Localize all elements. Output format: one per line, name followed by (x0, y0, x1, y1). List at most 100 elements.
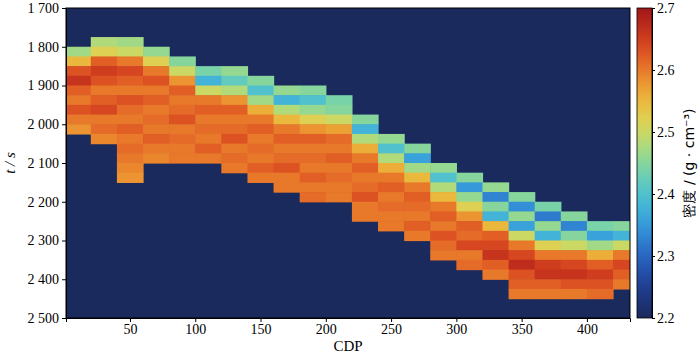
cell (352, 115, 379, 125)
cell (274, 86, 301, 96)
cell (326, 115, 353, 125)
cell (221, 86, 248, 96)
cell (404, 211, 431, 221)
cell (482, 202, 509, 212)
cell (143, 56, 170, 66)
colorbar (637, 8, 652, 318)
y-tick-mark (62, 279, 66, 280)
cell (456, 211, 483, 221)
cell (509, 289, 536, 299)
cell (169, 95, 196, 105)
cell (66, 66, 91, 76)
cell (430, 231, 457, 241)
cell (274, 105, 301, 115)
y-tick: 2 500 (28, 311, 67, 326)
cell (143, 47, 170, 57)
cell (352, 192, 379, 202)
cell (352, 202, 379, 212)
cell (274, 124, 301, 134)
cell (482, 182, 509, 192)
cell (326, 144, 353, 154)
cell (274, 173, 301, 183)
cell (378, 182, 405, 192)
cell (221, 105, 248, 115)
cell (195, 144, 222, 154)
cell (378, 192, 405, 202)
colorbar-tick: 2.7 (652, 1, 675, 16)
plot-background (66, 8, 630, 318)
y-tick-label: 2 300 (28, 233, 60, 248)
x-tick: 100 (185, 318, 206, 337)
cell (613, 270, 630, 280)
cell (274, 144, 301, 154)
cell (221, 163, 248, 173)
y-tick-mark (62, 47, 66, 48)
cell (378, 144, 405, 154)
cell (613, 241, 630, 251)
cell (352, 144, 379, 154)
cell (430, 173, 457, 183)
cell (143, 124, 170, 134)
colorbar-tick: 2.4 (652, 187, 675, 202)
cell (456, 202, 483, 212)
y-tick-label: 1 800 (28, 40, 60, 55)
cell (404, 153, 431, 163)
cell (535, 211, 562, 221)
y-axis-line (62, 9, 67, 319)
cell (66, 47, 91, 57)
cell (352, 124, 379, 134)
cell (352, 153, 379, 163)
cell (482, 260, 509, 270)
cell (143, 86, 170, 96)
cell (143, 76, 170, 86)
cell (587, 241, 614, 251)
cell (66, 115, 91, 125)
colorbar-tick-mark (652, 8, 655, 9)
cell (117, 47, 144, 57)
cell (352, 182, 379, 192)
x-tick: 150 (251, 318, 272, 337)
y-tick-mark (62, 124, 66, 125)
cell (404, 163, 431, 173)
cell (404, 173, 431, 183)
cell (404, 202, 431, 212)
cell (66, 124, 91, 134)
cell (561, 279, 588, 289)
y-axis: 1 7001 8001 9002 0002 1002 2002 3002 400… (28, 1, 67, 326)
cell (247, 124, 274, 134)
cell (91, 124, 118, 134)
cell (352, 134, 379, 144)
cell (91, 105, 118, 115)
cell (247, 134, 274, 144)
cell (326, 105, 353, 115)
colorbar-axis-line (653, 9, 656, 319)
cell (143, 66, 170, 76)
cell (169, 76, 196, 86)
cell (221, 124, 248, 134)
cell (274, 153, 301, 163)
cell (221, 66, 248, 76)
colorbar-tick-label: 2.3 (657, 249, 675, 264)
cell (326, 124, 353, 134)
cell (66, 76, 91, 86)
cell (404, 221, 431, 231)
cell (535, 250, 562, 260)
cell (169, 124, 196, 134)
colorbar-tick: 2.6 (652, 63, 675, 78)
x-tick-label: 200 (316, 322, 337, 337)
cell (143, 134, 170, 144)
cell (482, 211, 509, 221)
cell (274, 95, 301, 105)
y-tick-mark (62, 86, 66, 87)
cell (430, 182, 457, 192)
y-tick-label: 1 900 (28, 78, 60, 93)
cell (169, 115, 196, 125)
x-tick: 400 (577, 318, 598, 337)
cell (300, 163, 327, 173)
y-tick-label: 2 000 (28, 117, 60, 132)
cell (561, 241, 588, 251)
cell (247, 153, 274, 163)
x-tick-label: 100 (185, 322, 206, 337)
cell (430, 221, 457, 231)
cell (117, 173, 144, 183)
